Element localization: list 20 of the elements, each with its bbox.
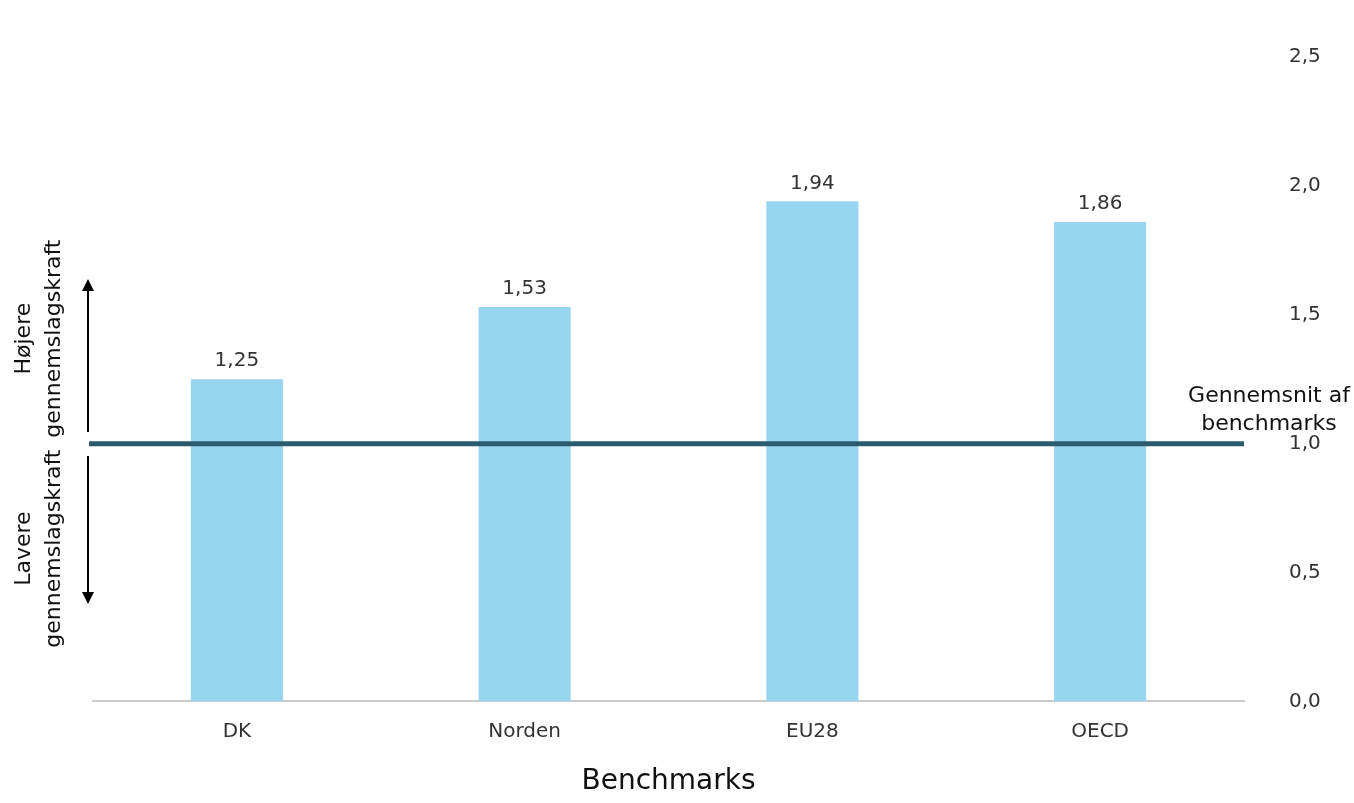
- data-label: 1,94: [790, 169, 835, 194]
- y-tick-label: 0,0: [1289, 687, 1321, 712]
- bar: [190, 379, 283, 702]
- text: Lavere gennemslagskraft: [9, 449, 65, 648]
- x-tick-label: Norden: [488, 717, 561, 742]
- y-tick-label: 2,5: [1289, 43, 1321, 68]
- y-tick-label: 1,5: [1289, 300, 1321, 325]
- x-tick-label: EU28: [786, 717, 839, 742]
- text: Højere gennemslagskraft: [9, 239, 65, 438]
- x-tick-label: OECD: [1071, 717, 1129, 742]
- x-axis-title: Benchmarks: [581, 763, 756, 797]
- bar: [478, 307, 571, 702]
- y-tick-label: 2,0: [1289, 172, 1321, 197]
- y-tick-label: 0,5: [1289, 558, 1321, 583]
- data-label: 1,25: [214, 347, 260, 372]
- data-label: 1,53: [502, 275, 547, 300]
- bar: [1054, 221, 1147, 702]
- data-label: 1,86: [1077, 190, 1123, 215]
- x-tick-label: DK: [222, 717, 253, 742]
- bar: [766, 201, 859, 702]
